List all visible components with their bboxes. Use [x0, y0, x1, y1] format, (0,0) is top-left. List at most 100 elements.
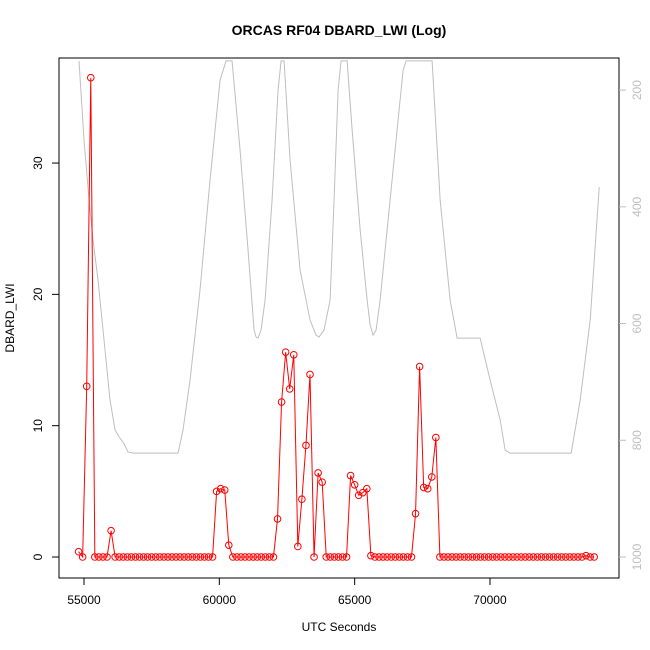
data-point	[399, 553, 408, 561]
data-point	[237, 553, 245, 561]
data-point	[423, 484, 432, 493]
data-point	[371, 553, 379, 561]
data-point	[570, 553, 578, 561]
data-point	[229, 553, 237, 561]
data-point	[310, 553, 318, 561]
data-point	[501, 553, 509, 561]
data-point	[196, 553, 205, 561]
data-point	[440, 553, 448, 561]
data-point	[74, 547, 83, 556]
data-point	[115, 553, 123, 561]
data-point	[383, 553, 391, 561]
chart-title: ORCAS RF04 DBARD_LWI (Log)	[232, 22, 447, 38]
data-point	[131, 553, 140, 561]
data-point	[151, 553, 160, 561]
data-point	[529, 553, 538, 561]
data-point	[192, 553, 201, 561]
data-point	[557, 553, 566, 561]
data-point	[358, 488, 367, 497]
data-point	[549, 553, 558, 561]
data-point	[95, 553, 103, 561]
data-point	[582, 551, 590, 560]
y-tick-label: 0	[31, 553, 45, 560]
y2-tick-label: 200	[630, 80, 644, 100]
series-line	[78, 60, 600, 454]
plot-area	[74, 60, 600, 561]
data-point	[354, 491, 363, 500]
data-point	[545, 553, 554, 561]
data-point	[164, 553, 172, 561]
data-point	[99, 553, 107, 561]
data-point	[553, 553, 562, 561]
data-point	[578, 553, 586, 561]
data-point	[119, 553, 128, 561]
data-point	[391, 553, 400, 561]
data-point	[176, 553, 184, 561]
data-point	[541, 553, 550, 561]
data-point	[537, 553, 546, 561]
data-point	[127, 553, 136, 561]
data-point	[497, 553, 505, 561]
data-point	[509, 553, 517, 561]
data-point	[367, 551, 375, 560]
data-point	[78, 553, 87, 561]
y-tick-label: 20	[31, 287, 45, 301]
data-point	[82, 382, 91, 391]
data-point	[233, 553, 241, 561]
data-point	[395, 553, 404, 561]
data-point	[342, 553, 351, 561]
data-point	[521, 553, 529, 561]
data-point	[212, 487, 221, 496]
y-tick-label: 10	[31, 419, 45, 433]
data-point	[338, 553, 347, 561]
data-point	[505, 553, 513, 561]
y2-tick-label: 600	[630, 313, 644, 333]
data-point	[517, 553, 525, 561]
data-point	[261, 553, 270, 561]
data-point	[277, 398, 286, 406]
y2-tick-label: 1000	[630, 543, 644, 570]
data-point	[123, 553, 132, 561]
data-point	[265, 553, 274, 561]
data-point	[245, 553, 253, 561]
x-tick-label: 55000	[67, 593, 101, 607]
data-point	[484, 553, 493, 561]
data-point	[281, 348, 290, 356]
data-point	[590, 553, 598, 561]
data-point	[139, 553, 148, 561]
data-point	[241, 553, 249, 561]
data-point	[220, 486, 229, 494]
data-point	[375, 553, 383, 561]
data-point	[330, 553, 339, 561]
data-point	[476, 553, 485, 561]
data-point	[273, 515, 282, 523]
data-point	[346, 471, 355, 480]
data-point	[302, 441, 310, 450]
data-point	[269, 553, 278, 561]
data-point	[86, 73, 95, 82]
data-point	[387, 553, 395, 561]
data-point	[464, 553, 473, 561]
data-point	[468, 553, 477, 561]
data-point	[314, 469, 322, 477]
data-point	[566, 553, 574, 561]
data-point	[184, 553, 193, 561]
data-point	[432, 433, 440, 442]
data-point	[415, 362, 424, 371]
data-point	[168, 553, 176, 561]
data-point	[448, 553, 456, 561]
data-point	[419, 483, 428, 492]
x-axis-label: UTC Seconds	[302, 620, 377, 634]
data-point	[379, 553, 387, 561]
data-point	[294, 542, 302, 551]
data-point	[180, 553, 188, 561]
data-point	[318, 478, 326, 486]
data-point	[488, 553, 497, 561]
data-point	[143, 553, 152, 561]
data-point	[249, 553, 257, 561]
data-point	[456, 553, 465, 561]
data-point	[107, 526, 115, 535]
data-point	[472, 553, 481, 561]
data-point	[586, 553, 594, 561]
